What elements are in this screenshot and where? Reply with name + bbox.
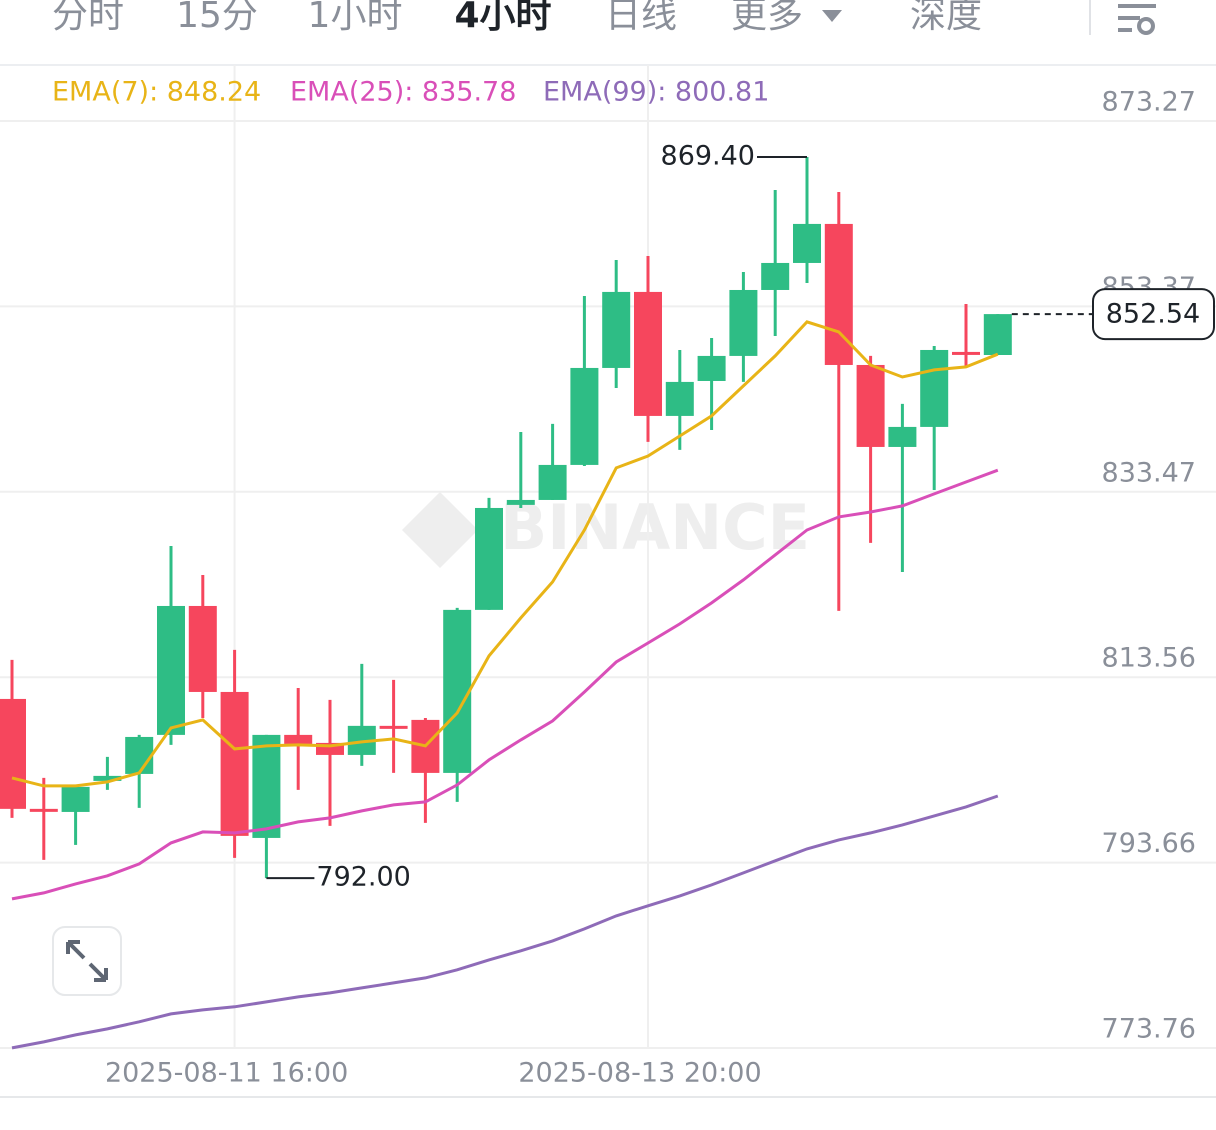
watermark: BINANCE (500, 491, 810, 564)
high-label: 869.40 (661, 141, 755, 172)
candle-body (284, 734, 313, 744)
candle-body (952, 351, 980, 355)
y-tick-label: 833.47 (1102, 457, 1196, 488)
candle-body (188, 605, 217, 692)
candle-body (379, 725, 408, 729)
tab[interactable]: 4小时 (454, 0, 551, 36)
candle-body (220, 691, 249, 836)
candle-body (602, 291, 631, 368)
candle-body (443, 609, 472, 773)
last-price-tag (1092, 288, 1215, 341)
candle-body (506, 499, 535, 505)
candle-body (856, 364, 885, 447)
candle-body (61, 786, 90, 812)
candle-body (983, 314, 1012, 355)
depth-tab[interactable]: 深度 (910, 0, 982, 36)
y-tick-label: 793.66 (1102, 828, 1196, 859)
candle-body (157, 605, 185, 735)
candle-body (0, 698, 26, 809)
last-price-label: 852.54 (1106, 299, 1200, 330)
legend-entry: EMA(7): 848.24 (52, 77, 261, 108)
expand-button[interactable] (52, 926, 122, 996)
y-tick-label: 873.27 (1102, 86, 1196, 117)
legend-entry: EMA(99): 800.81 (543, 77, 769, 108)
candle-body (888, 426, 917, 447)
candle-body (29, 808, 58, 812)
ema-line (11, 320, 999, 788)
candle-body (252, 734, 281, 838)
x-tick-label: 2025-08-13 20:00 (518, 1058, 761, 1089)
candle-body (570, 367, 599, 465)
candle-body (125, 736, 154, 774)
candle-body (93, 775, 122, 781)
ema-line (11, 794, 999, 1050)
candle-body (634, 291, 662, 416)
candle-body (697, 355, 726, 381)
dropdown-arrow[interactable] (822, 10, 842, 22)
y-tick-label: 773.76 (1102, 1014, 1196, 1045)
settings-icon[interactable] (1118, 4, 1156, 35)
candle-body (538, 464, 567, 500)
candle-body (475, 507, 503, 610)
candle-body (793, 223, 821, 263)
ema-line (11, 468, 999, 901)
tab[interactable]: 1小时 (308, 0, 403, 36)
tab[interactable]: 15分 (176, 0, 258, 36)
legend-entry: EMA(25): 835.78 (290, 77, 516, 108)
tab[interactable]: 更多 (731, 0, 803, 36)
watermark-logo (402, 492, 478, 568)
candle-body (729, 289, 758, 356)
x-tick-label: 2025-08-11 16:00 (105, 1058, 348, 1089)
candle-body (920, 349, 949, 427)
y-tick-label: 813.56 (1102, 643, 1196, 674)
low-label: 792.00 (316, 862, 410, 893)
tab[interactable]: 分时 (52, 0, 124, 36)
candle-body (665, 381, 694, 416)
candle-body (761, 262, 790, 290)
tab[interactable]: 日线 (605, 0, 677, 36)
